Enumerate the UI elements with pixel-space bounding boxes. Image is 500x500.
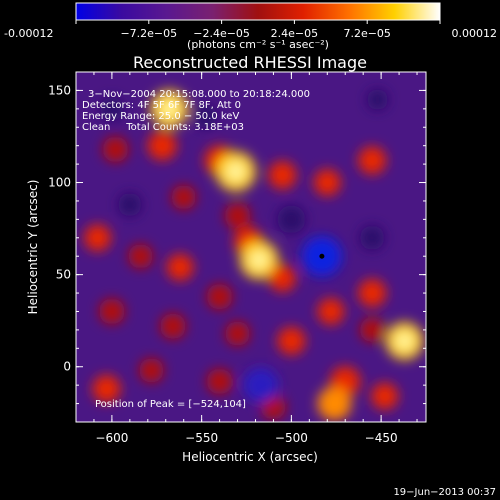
emission-blob bbox=[371, 382, 399, 410]
peak-position-label: Position of Peak = [−524,104] bbox=[95, 399, 246, 410]
colorbar-tick-label: 7.2e−05 bbox=[343, 27, 390, 40]
emission-core bbox=[226, 162, 245, 181]
emission-blob bbox=[147, 131, 177, 161]
colorbar-tick-label: 2.4e−05 bbox=[271, 27, 318, 40]
plot-frame bbox=[75, 71, 427, 423]
emission-blob bbox=[99, 298, 125, 325]
emission-blob bbox=[317, 386, 352, 421]
heatmap-area bbox=[76, 72, 426, 422]
emission-blob bbox=[313, 169, 341, 196]
x-tick-label: −550 bbox=[185, 431, 218, 445]
emission-core bbox=[396, 332, 413, 350]
y-tick-label: 50 bbox=[56, 268, 71, 282]
emission-core bbox=[250, 251, 268, 269]
emission-blob bbox=[358, 279, 387, 308]
info-line-time: 3−Nov−2004 20:15:08.000 to 20:18:24.000 bbox=[88, 89, 310, 100]
x-tick-label: −500 bbox=[275, 431, 308, 445]
emission-blob bbox=[139, 358, 164, 383]
emission-blob bbox=[225, 321, 250, 346]
emission-blob bbox=[224, 202, 251, 229]
info-line-detectors: Detectors: 4F 5F 6F 7F 8F, Att 0 bbox=[82, 100, 241, 111]
emission-blob bbox=[206, 283, 233, 310]
emission-blob bbox=[128, 244, 153, 269]
negative-blob bbox=[100, 97, 124, 121]
y-tick-label: 150 bbox=[48, 83, 71, 97]
colorbar bbox=[75, 2, 441, 21]
emission-blob bbox=[206, 368, 233, 395]
info-line-energy: Energy Range: 25.0 − 50.0 keV bbox=[82, 111, 239, 122]
emission-blob bbox=[92, 374, 121, 403]
emission-core bbox=[160, 100, 178, 118]
emission-blob bbox=[102, 136, 129, 163]
colorbar-ticks: -0.00012 −7.2e−05 −2.4e−05 2.4e−05 7.2e−05 0.… bbox=[4, 20, 497, 40]
y-axis-label: Heliocentric Y (arcsec) bbox=[26, 180, 40, 315]
colorbar-unit-label: (photons cm⁻² s⁻¹ asec⁻²) bbox=[187, 38, 329, 51]
negative-blob bbox=[277, 205, 306, 234]
colorbar-tick-label: -0.00012 bbox=[4, 27, 53, 40]
peak-marker bbox=[319, 253, 325, 259]
emission-blob bbox=[277, 326, 306, 355]
emission-blob bbox=[359, 317, 385, 343]
emission-blob bbox=[268, 161, 297, 190]
info-line-counts: Clean Total Counts: 3.18E+03 bbox=[82, 122, 244, 133]
emission-blob bbox=[84, 224, 111, 252]
colorbar-tick-label: −2.4e−05 bbox=[193, 27, 250, 40]
chart-title: Reconstructed RHESSI Image bbox=[133, 53, 367, 72]
emission-blob bbox=[160, 313, 186, 340]
emission-blob bbox=[269, 264, 296, 292]
negative-blob bbox=[367, 89, 388, 111]
info-text: 3−Nov−2004 20:15:08.000 to 20:18:24.000 … bbox=[82, 89, 310, 133]
colorbar-tick-label: −7.2e−05 bbox=[120, 27, 177, 40]
footer-timestamp: 19−Jun−2013 00:37 bbox=[393, 487, 496, 498]
y-tick-label: 0 bbox=[63, 360, 71, 374]
negative-blob bbox=[118, 193, 142, 217]
emission-blob bbox=[171, 185, 196, 210]
y-axis-ticks: 0 50 100 150 bbox=[48, 71, 426, 405]
emission-blob bbox=[317, 298, 345, 325]
x-tick-label: −600 bbox=[95, 431, 128, 445]
y-tick-label: 100 bbox=[48, 176, 71, 190]
x-tick-label: −450 bbox=[365, 431, 398, 445]
colorbar-tick-label: 0.00012 bbox=[452, 27, 498, 40]
negative-blob bbox=[243, 367, 279, 403]
emission-blob bbox=[358, 146, 387, 175]
negative-blob bbox=[193, 104, 217, 128]
emission-blob bbox=[166, 253, 194, 281]
x-axis-label: Heliocentric X (arcsec) bbox=[182, 450, 318, 464]
x-axis-ticks: −600 −550 −500 −450 bbox=[93, 72, 418, 445]
negative-blob bbox=[359, 225, 385, 250]
